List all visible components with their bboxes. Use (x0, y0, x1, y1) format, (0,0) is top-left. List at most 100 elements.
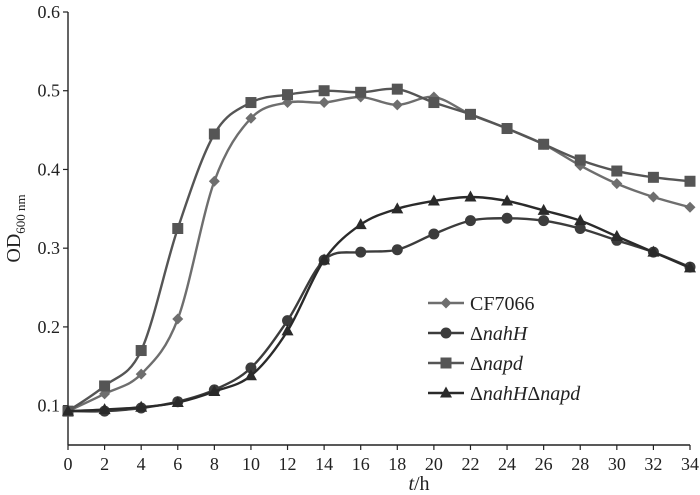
x-tick-label: 32 (644, 454, 662, 474)
data-point (610, 229, 623, 241)
data-point (501, 212, 513, 224)
y-tick-label: 0.2 (38, 317, 61, 337)
series-square (62, 83, 696, 417)
x-tick-label: 12 (279, 454, 297, 474)
ticks: 0 2 4 6 8 10 12 14 16 18 20 22 24 26 28 30 32 340.10.20.3… (38, 2, 700, 474)
data-point (318, 85, 330, 97)
data-point (208, 384, 221, 396)
y-tick-label: 0.1 (38, 396, 61, 416)
data-point (135, 345, 147, 357)
data-point (354, 218, 367, 230)
data-point (684, 201, 696, 213)
data-point (428, 228, 440, 240)
series-circle (62, 212, 696, 417)
data-point (208, 175, 220, 187)
series-line (66, 95, 692, 413)
data-point (537, 203, 550, 215)
legend-label: Δnapd (470, 353, 524, 375)
data-point (244, 369, 257, 381)
x-tick-label: 8 (210, 454, 219, 474)
data-point (647, 191, 659, 203)
y-tick-label: 0.3 (38, 238, 61, 258)
data-point (391, 99, 403, 111)
y-tick-label: 0.5 (38, 81, 61, 101)
series-diamond (62, 91, 696, 417)
data-point (245, 112, 257, 124)
data-point (135, 368, 147, 380)
series-group (62, 83, 696, 417)
data-point (172, 313, 184, 325)
legend-item: ΔnahH (428, 323, 529, 345)
x-tick-label: 20 (425, 454, 443, 474)
data-point (611, 165, 623, 177)
data-point (611, 178, 623, 190)
data-point (574, 223, 586, 234)
data-point (464, 215, 476, 227)
data-point (355, 246, 367, 258)
data-point (464, 108, 476, 120)
x-tick-label: 0 (64, 454, 73, 474)
data-point (281, 324, 294, 336)
data-point (62, 404, 74, 416)
x-tick-label: 10 (242, 454, 260, 474)
data-point (208, 128, 220, 140)
legend-label: CF7066 (470, 293, 534, 315)
x-tick-label: 30 (608, 454, 626, 474)
data-point (538, 138, 550, 150)
x-tick-label: 16 (352, 454, 370, 474)
x-tick-label: 4 (137, 454, 146, 474)
data-point (684, 261, 696, 273)
series-line (66, 195, 692, 413)
data-point (684, 175, 696, 187)
x-tick-label: 34 (681, 454, 699, 474)
data-point (501, 123, 513, 135)
data-point (355, 86, 367, 98)
x-tick-label: 24 (498, 454, 516, 474)
series-triangle (62, 190, 696, 416)
data-point (647, 245, 660, 257)
x-tick-label: 2 (100, 454, 109, 474)
series-line (66, 217, 692, 413)
y-tick-label: 0.6 (38, 2, 61, 22)
data-point (282, 315, 294, 327)
x-tick-label: 26 (535, 454, 553, 474)
data-point (501, 194, 514, 206)
data-point (391, 202, 404, 214)
x-tick-label: 6 (173, 454, 182, 474)
data-point (538, 215, 550, 227)
data-point (282, 89, 294, 101)
x-tick-label: 14 (315, 454, 333, 474)
data-point (428, 97, 440, 109)
y-tick-label: 0.4 (38, 159, 61, 179)
legend-label: ΔnahHΔnapd (470, 383, 581, 405)
y-axis-title: OD600 nm (3, 194, 28, 262)
data-point (245, 97, 257, 109)
legend-label: ΔnahH (470, 323, 529, 345)
data-point (245, 362, 257, 374)
data-point (98, 403, 111, 415)
data-point (574, 214, 587, 226)
series-line (66, 87, 692, 413)
x-axis-title: t/h (408, 473, 429, 495)
legend-marker (440, 327, 452, 339)
data-point (647, 171, 659, 183)
data-point (171, 395, 184, 407)
legend-marker (440, 386, 452, 398)
data-point (135, 400, 148, 412)
data-point (318, 97, 330, 109)
legend-item: ΔnahHΔnapd (428, 383, 581, 405)
axis-titles: t/h OD600 nm (3, 194, 430, 495)
data-point (99, 380, 111, 392)
legend-marker (440, 297, 452, 309)
x-tick-label: 18 (388, 454, 406, 474)
data-point (391, 83, 403, 95)
data-point (318, 253, 331, 265)
data-point (574, 154, 586, 166)
data-point (391, 244, 403, 256)
axes (67, 12, 690, 446)
data-point (464, 190, 477, 202)
data-point (172, 223, 184, 234)
x-tick-label: 28 (571, 454, 589, 474)
